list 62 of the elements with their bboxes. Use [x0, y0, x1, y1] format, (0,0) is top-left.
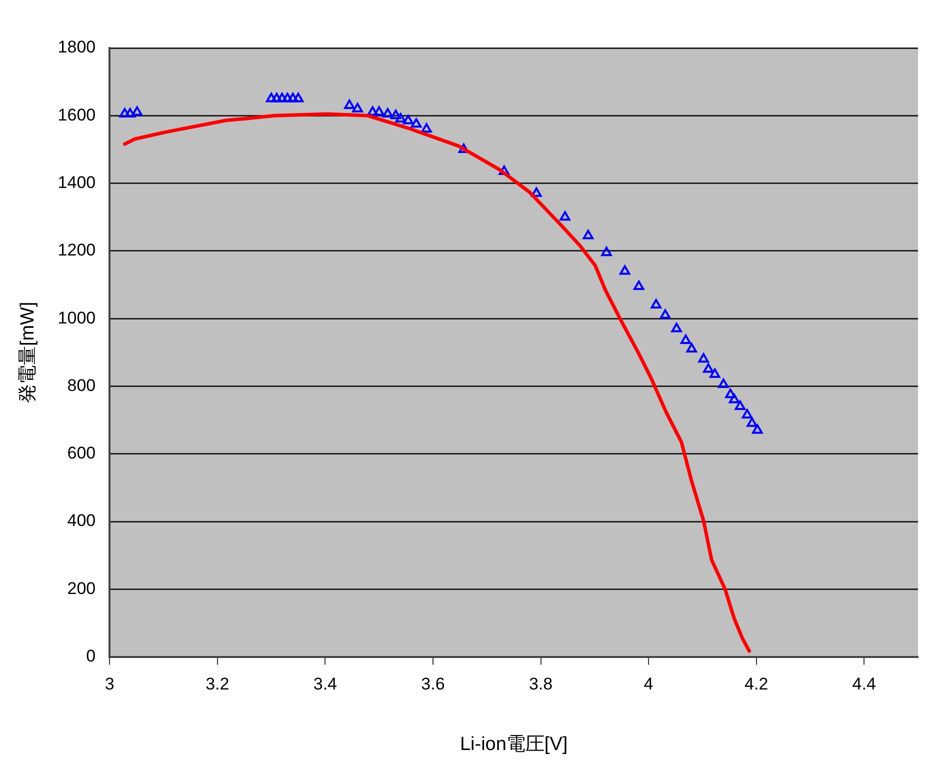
x-axis-title: Li-ion電圧[V]: [460, 734, 568, 755]
y-tick-label: 200: [67, 578, 96, 598]
point: [124, 108, 136, 118]
point: [686, 343, 697, 353]
point: [725, 388, 736, 398]
point: [458, 143, 470, 153]
point: [119, 108, 130, 118]
point: [374, 106, 384, 116]
point: [132, 106, 142, 116]
point: [292, 92, 304, 102]
y-tick-label: 1600: [58, 105, 96, 124]
x-tick-label: 3.4: [313, 674, 338, 694]
point: [734, 400, 746, 410]
point: [680, 334, 692, 344]
point: [746, 417, 758, 427]
point: [650, 299, 662, 309]
point: [367, 106, 378, 116]
point: [660, 309, 671, 319]
point: [395, 113, 406, 123]
point: [619, 265, 630, 275]
point: [282, 92, 293, 102]
y-tick-label: 1200: [58, 240, 96, 260]
point: [752, 424, 763, 434]
point: [402, 114, 414, 124]
point: [288, 92, 298, 102]
point: [671, 322, 682, 332]
point: [390, 110, 402, 120]
x-tick-label: 4.2: [744, 674, 768, 694]
point: [266, 92, 277, 102]
y-tick-label: 600: [67, 444, 96, 463]
point: [601, 246, 612, 256]
x-tick-label: 4.4: [852, 674, 876, 694]
x-tick-label: 3: [104, 674, 114, 694]
point: [531, 187, 542, 197]
y-tick-label: 1400: [58, 172, 96, 192]
x-tick-label: 3.8: [528, 674, 553, 694]
point: [728, 394, 740, 404]
point: [742, 408, 752, 418]
x-tick-label: 4: [644, 674, 654, 694]
y-tick-label: 400: [67, 511, 96, 530]
point: [634, 280, 644, 290]
y-axis-title: 発電量[mW]: [18, 302, 39, 404]
y-tick-label: 1800: [58, 38, 96, 57]
point: [421, 123, 432, 133]
point: [709, 368, 720, 378]
x-tick-label: 3.2: [206, 674, 230, 694]
point: [582, 230, 594, 240]
point: [698, 353, 709, 363]
point: [344, 100, 355, 109]
x-tick-label: 3.6: [421, 674, 445, 694]
point: [703, 363, 714, 373]
y-tick-label: 0: [86, 646, 96, 666]
y-tick-label: 800: [67, 376, 96, 395]
point: [410, 118, 422, 128]
point: [382, 108, 394, 118]
point: [352, 102, 363, 112]
point: [498, 165, 510, 175]
point: [560, 211, 570, 221]
point: [718, 378, 729, 388]
point: [276, 92, 288, 102]
point: [271, 92, 282, 102]
y-tick-label: 1000: [58, 308, 96, 328]
